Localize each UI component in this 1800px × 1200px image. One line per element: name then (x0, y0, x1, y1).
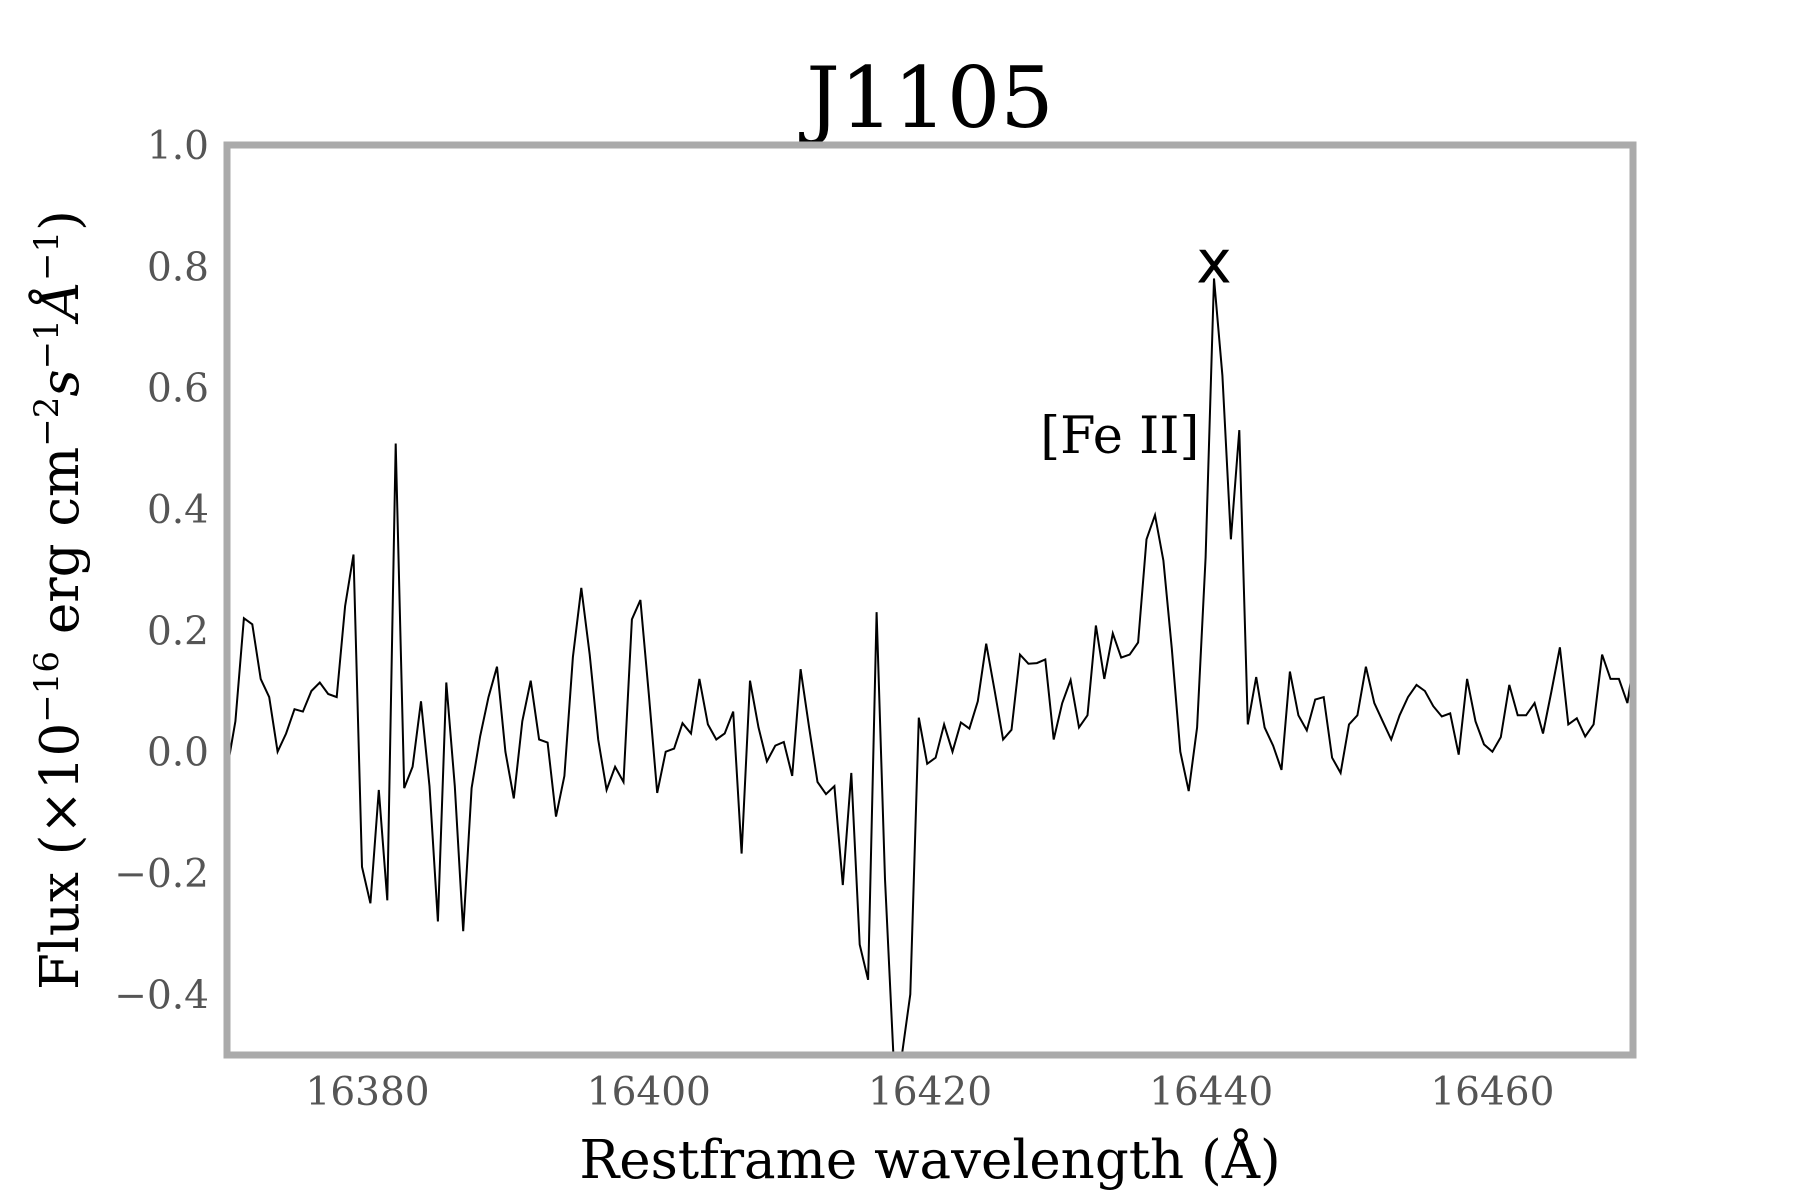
y-axis-label-exp-16: −16 (27, 651, 67, 723)
x-tick-label: 16440 (1149, 1070, 1273, 1115)
annotation-peak-marker: x (1196, 227, 1232, 297)
y-tick-label: 0.4 (147, 488, 209, 533)
x-tick-label: 16460 (1430, 1070, 1554, 1115)
x-tick-label: 16380 (306, 1070, 430, 1115)
series-line-spectrum (226, 278, 1634, 1056)
y-axis-label-close: ) (30, 210, 91, 231)
x-tick-label: 16400 (587, 1070, 711, 1115)
y-axis-label-exp-m2: −2 (27, 397, 67, 447)
y-axis-label-s: s (30, 369, 91, 396)
plot-frame (223, 141, 1637, 1059)
y-tick-label: 0.2 (147, 609, 209, 654)
y-axis-label: Flux (×10−16 erg cm−2s−1Å−1) (27, 210, 91, 990)
y-tick-label: 1.0 (147, 124, 209, 169)
annotation-fe-ii: [Fe II] (1040, 407, 1199, 466)
x-tick-labels: 16380 16400 16420 16440 16460 (306, 1070, 1555, 1115)
x-axis-label: Restframe wavelength (Å) (579, 1129, 1280, 1191)
y-tick-label: 0.6 (147, 367, 209, 412)
y-tick-label: −0.4 (114, 973, 209, 1018)
y-axis-label-erg: erg cm (30, 447, 91, 651)
annotations: [Fe II] x (1040, 227, 1231, 466)
y-axis-label-exp-m1b: −1 (27, 231, 67, 281)
y-tick-label: −0.2 (114, 852, 209, 897)
y-tick-label: 0.8 (147, 245, 209, 290)
chart-title: J1105 (798, 49, 1053, 147)
y-axis-label-flux: Flux (×10 (30, 723, 91, 990)
x-tick-label: 16420 (868, 1070, 992, 1115)
plot-area (226, 278, 1634, 1056)
y-axis-label-angstrom: Å (29, 281, 91, 325)
y-axis-label-exp-m1a: −1 (27, 319, 67, 369)
y-tick-labels: −0.4 −0.2 0.0 0.2 0.4 0.6 0.8 1.0 (114, 124, 209, 1018)
y-tick-label: 0.0 (147, 731, 209, 776)
